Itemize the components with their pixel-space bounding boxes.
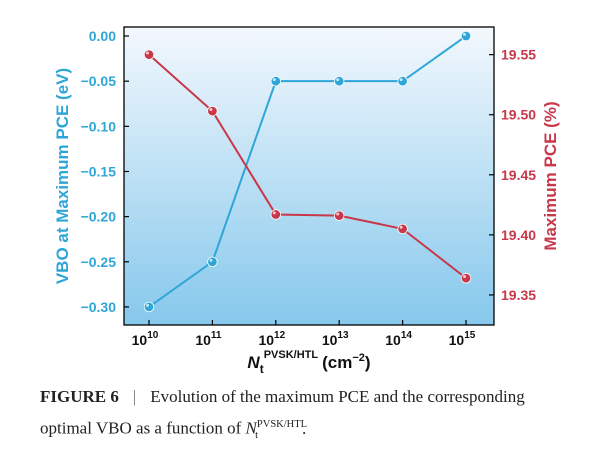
x-tick-label: 1015: [449, 330, 476, 348]
y-right-tick-label: 19.40: [501, 227, 536, 243]
y-right-tick-label: 19.50: [501, 107, 536, 123]
data-point-left: [397, 75, 408, 87]
data-point-highlight: [463, 275, 466, 279]
right-axis-ticks: 19.55 19.50 19.45 19.40 19.35: [489, 47, 536, 303]
plot-area: [123, 26, 495, 326]
x-tick-label: 1012: [258, 330, 285, 348]
y-left-tick-label: −0.05: [81, 73, 117, 89]
caption-var-sup: PVSK/HTL: [256, 419, 308, 430]
data-point-highlight: [146, 51, 149, 55]
x-axis-title-unit-exp: −2: [352, 352, 365, 364]
series-layer: [143, 30, 472, 313]
x-tick-label: 1010: [132, 330, 159, 348]
data-point-highlight: [336, 78, 340, 82]
x-axis-title: NtPVSK/HTL (cm−2): [247, 349, 370, 376]
y-left-tick-label: −0.15: [81, 163, 117, 179]
data-point-left: [460, 30, 472, 42]
data-point-right: [207, 105, 218, 117]
caption-separator: |: [132, 387, 137, 406]
data-point-left: [270, 75, 282, 87]
x-axis-title-unit-close: ): [365, 353, 371, 372]
figure-caption: FIGURE 6 | Evolution of the maximum PCE an…: [40, 383, 580, 450]
caption-label: FIGURE 6: [40, 387, 119, 406]
data-point-highlight: [463, 32, 466, 36]
data-point-right: [460, 272, 472, 284]
y-left-tick-label: −0.10: [81, 118, 117, 134]
data-point-highlight: [272, 211, 276, 215]
caption-var: N: [245, 418, 257, 438]
caption-var-sub: t: [255, 430, 258, 442]
x-axis-ticks: 1010 1011 1012 1013 1014 1015: [132, 320, 476, 348]
data-point-right: [397, 223, 408, 235]
left-axis-ticks: 0.00 −0.05 −0.10 −0.15 −0.20 −0.25 −0.30: [81, 28, 129, 315]
y-left-tick-label: −0.20: [81, 209, 117, 225]
chart: 0.00 −0.05 −0.10 −0.15 −0.20 −0.25 −0.30 19.55…: [53, 26, 560, 376]
data-point-left: [334, 75, 345, 87]
data-point-right: [143, 49, 155, 60]
data-point-highlight: [399, 78, 403, 82]
data-point-highlight: [272, 78, 276, 82]
data-point-highlight: [209, 258, 213, 262]
y-right-tick-label: 19.35: [501, 287, 536, 303]
x-axis-title-sub: t: [260, 362, 264, 376]
data-point-highlight: [336, 212, 340, 216]
data-point-left: [143, 301, 155, 313]
y-left-tick-label: 0.00: [89, 28, 116, 44]
caption-text: Evolution of the maximum PCE and the cor…: [40, 387, 525, 438]
y-left-axis-title: VBO at Maximum PCE (eV): [53, 68, 72, 284]
x-tick-label: 1013: [322, 330, 349, 348]
y-left-tick-label: −0.30: [81, 299, 117, 315]
data-point-left: [207, 256, 218, 267]
y-right-axis-title: Maximum PCE (%): [541, 101, 560, 250]
y-left-tick-label: −0.25: [81, 254, 117, 270]
data-point-right: [334, 210, 345, 221]
series-line-left: [148, 35, 467, 308]
y-right-tick-label: 19.45: [501, 167, 536, 183]
data-point-highlight: [146, 303, 149, 307]
data-point-highlight: [399, 225, 403, 229]
series-line-right: [148, 53, 467, 279]
x-axis-title-sup: PVSK/HTL: [264, 349, 319, 361]
x-axis-title-var: N: [247, 353, 260, 372]
x-tick-label: 1011: [195, 330, 222, 348]
y-right-tick-label: 19.55: [501, 47, 536, 63]
caption-end: .: [302, 418, 307, 438]
data-point-highlight: [209, 108, 213, 112]
x-axis-title-unit-open: (cm: [322, 353, 352, 372]
x-tick-label: 1014: [385, 330, 412, 348]
data-point-right: [270, 209, 282, 220]
